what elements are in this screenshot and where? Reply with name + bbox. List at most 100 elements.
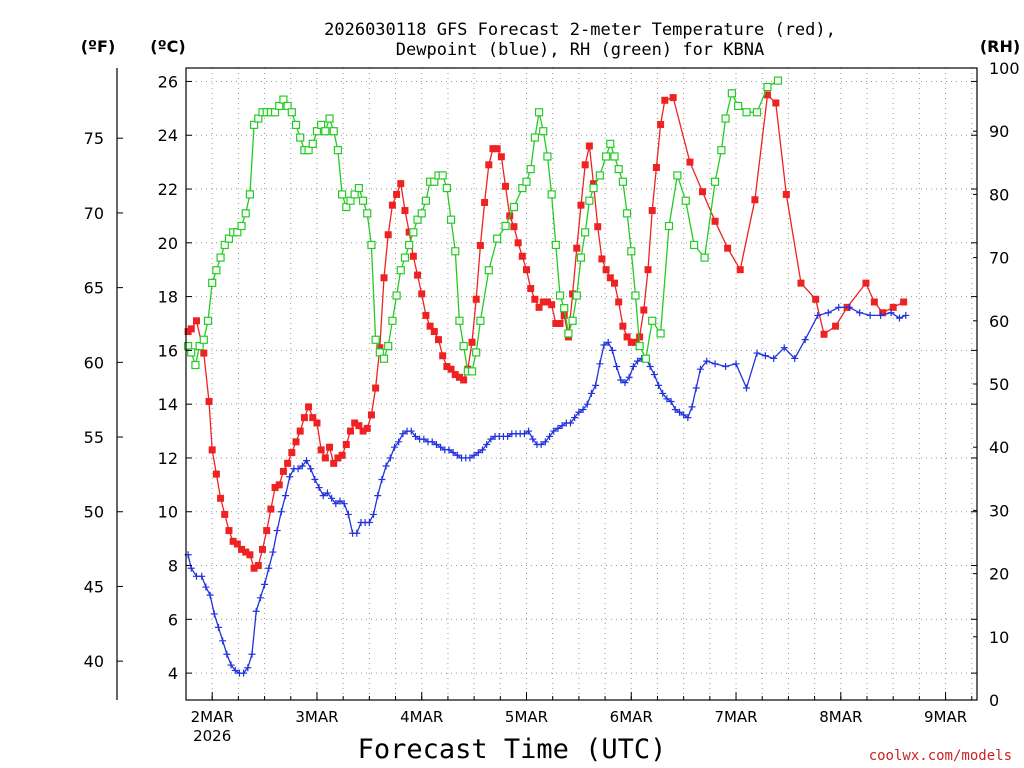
data-point — [641, 354, 651, 363]
data-point — [547, 190, 556, 199]
data-point — [782, 190, 790, 198]
data-point — [493, 234, 502, 243]
data-point — [307, 465, 315, 473]
data-point — [269, 548, 277, 556]
data-point — [405, 228, 413, 236]
data-point — [192, 317, 200, 325]
data-point — [323, 489, 331, 497]
data-point — [296, 427, 304, 435]
data-point — [325, 114, 334, 123]
data-point — [581, 228, 590, 237]
data-point — [661, 96, 669, 104]
data-point — [680, 411, 688, 419]
data-point — [411, 432, 419, 440]
data-point — [304, 146, 313, 155]
data-point — [617, 376, 625, 384]
data-point — [329, 127, 338, 136]
data-point — [384, 341, 393, 351]
data-point — [375, 348, 384, 357]
data-point — [550, 427, 558, 435]
data-point — [225, 527, 233, 535]
data-point — [501, 221, 510, 231]
celsius-tick-label: 12 — [158, 449, 178, 468]
data-point — [417, 209, 426, 218]
data-point — [263, 527, 271, 535]
data-point — [405, 240, 414, 250]
data-point — [510, 223, 518, 231]
data-point — [313, 419, 321, 427]
data-point — [711, 360, 719, 368]
data-point — [614, 165, 623, 174]
data-point — [442, 183, 451, 193]
data-point — [379, 354, 389, 363]
data-point — [372, 384, 380, 392]
data-point — [438, 171, 447, 180]
rh-tick-label: 30 — [989, 501, 1009, 520]
data-point — [346, 196, 355, 205]
data-point — [426, 322, 434, 330]
data-point — [227, 661, 235, 669]
data-point — [384, 231, 392, 239]
data-point — [466, 454, 474, 462]
data-point — [485, 161, 493, 169]
grid — [185, 68, 977, 700]
data-point — [590, 180, 598, 188]
data-point — [321, 454, 329, 462]
data-point — [812, 295, 820, 303]
data-point — [646, 363, 654, 371]
data-point — [791, 354, 799, 362]
data-point — [305, 403, 313, 411]
data-point — [250, 564, 258, 572]
data-point — [409, 228, 418, 237]
data-point — [595, 171, 604, 180]
data-point — [692, 384, 700, 392]
data-point — [286, 473, 294, 481]
data-point — [258, 545, 266, 553]
data-point — [615, 298, 623, 306]
data-point — [390, 443, 398, 451]
data-point — [556, 319, 564, 327]
data-point — [279, 95, 288, 104]
data-point — [711, 217, 719, 225]
data-point — [763, 91, 771, 99]
data-point — [321, 127, 330, 136]
data-point — [669, 94, 677, 102]
data-point — [518, 183, 527, 193]
data-point — [336, 497, 344, 505]
fahrenheit-tick-label: 55 — [84, 428, 104, 447]
data-point — [529, 435, 537, 443]
data-point — [233, 228, 242, 237]
data-point — [326, 443, 334, 451]
data-point — [291, 120, 301, 129]
data-point — [577, 201, 585, 209]
data-point — [522, 177, 531, 186]
data-point — [430, 177, 439, 186]
series-line — [187, 306, 907, 674]
data-point — [696, 365, 704, 373]
data-point — [309, 414, 317, 422]
data-point — [619, 322, 627, 330]
data-point — [845, 303, 853, 311]
data-point — [629, 363, 637, 371]
celsius-tick-label: 18 — [158, 288, 178, 307]
data-point — [214, 623, 222, 631]
data-point — [751, 196, 759, 204]
data-point — [611, 279, 619, 287]
data-point — [308, 139, 317, 148]
data-point — [664, 221, 674, 231]
data-point — [449, 449, 457, 457]
data-point — [203, 316, 213, 325]
data-point — [273, 527, 281, 535]
data-point — [571, 414, 579, 422]
data-point — [237, 221, 246, 231]
data-point — [631, 338, 639, 346]
data-point — [365, 519, 373, 527]
axes: 4 6 8 10 12 14 16 18 20 22 24 26 40 45 50 55 60 65 70 75 0 10… — [84, 59, 1020, 745]
data-point — [363, 424, 371, 432]
celsius-tick-label: 22 — [158, 180, 178, 199]
data-point — [675, 408, 683, 416]
data-point — [710, 177, 720, 186]
data-point — [210, 610, 218, 618]
data-point — [583, 400, 591, 408]
data-point — [219, 637, 227, 645]
